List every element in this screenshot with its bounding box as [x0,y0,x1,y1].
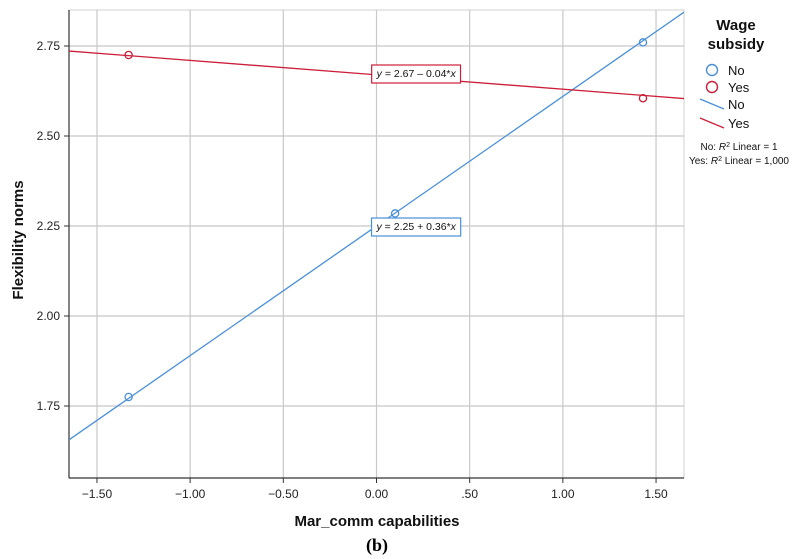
legend-line-no [699,98,725,110]
legend-marker-no [705,63,719,77]
legend-title-line2: subsidy [708,36,765,53]
legend-marker-yes [705,80,719,94]
legend-marker-label: No [728,63,745,78]
legend-marker-label: Yes [728,80,750,95]
data-point-yes [638,93,648,103]
legend-entries: No Yes No Yes [699,63,750,131]
x-tick-label: −0.50 [268,487,299,501]
equation-label-yes: y = 2.67 – 0.04*x [371,64,462,84]
data-point-no [390,209,400,218]
y-axis-title: Flexibility norms [10,180,27,299]
axes [64,10,684,483]
legend-title-line1: Wage [716,17,755,34]
legend: Wage subsidy No Yes No Yes No: R2 Linear = … [689,17,789,167]
equation-text: y = 2.67 – 0.04*x [376,68,457,80]
y-tick-label: 2.75 [37,39,61,53]
y-tick-label: 2.00 [37,309,61,323]
x-tick-label: −1.50 [82,487,113,501]
r2-note-yes: Yes: R2 Linear = 1,000 [689,156,789,168]
legend-line-label: Yes [728,116,750,131]
x-tick-label: −1.00 [175,487,206,501]
data-points [124,38,648,402]
legend-line-label: No [728,97,745,112]
data-point-yes [124,50,133,60]
equation-label-no: y = 2.25 + 0.36*x [370,217,462,237]
x-tick-label: 1.50 [644,487,668,501]
data-point-no [124,392,133,402]
x-axis-title: Mar_comm capabilities [294,513,459,530]
equation-text: y = 2.25 + 0.36*x [376,221,457,233]
x-tick-label: .50 [461,487,478,501]
y-tick-label: 2.25 [37,219,61,233]
figure-caption: (b) [366,535,388,556]
x-tick-label: 0.00 [365,487,389,501]
y-tick-label: 2.50 [37,129,61,143]
equation-labels: y = 2.25 + 0.36*x y = 2.67 – 0.04*x [370,64,462,237]
data-point-no [638,38,648,47]
r2-note-no: No: R2 Linear = 1 [700,142,777,154]
tick-labels: −1.50 −1.00 −0.50 0.00 .50 1.00 1.50 1.75 2.00 2.… [37,39,668,501]
grid [68,9,685,479]
legend-line-yes [699,117,725,129]
y-tick-label: 1.75 [37,399,61,413]
x-tick-label: 1.00 [551,487,575,501]
equation-box [370,217,462,237]
equation-box [371,64,462,84]
